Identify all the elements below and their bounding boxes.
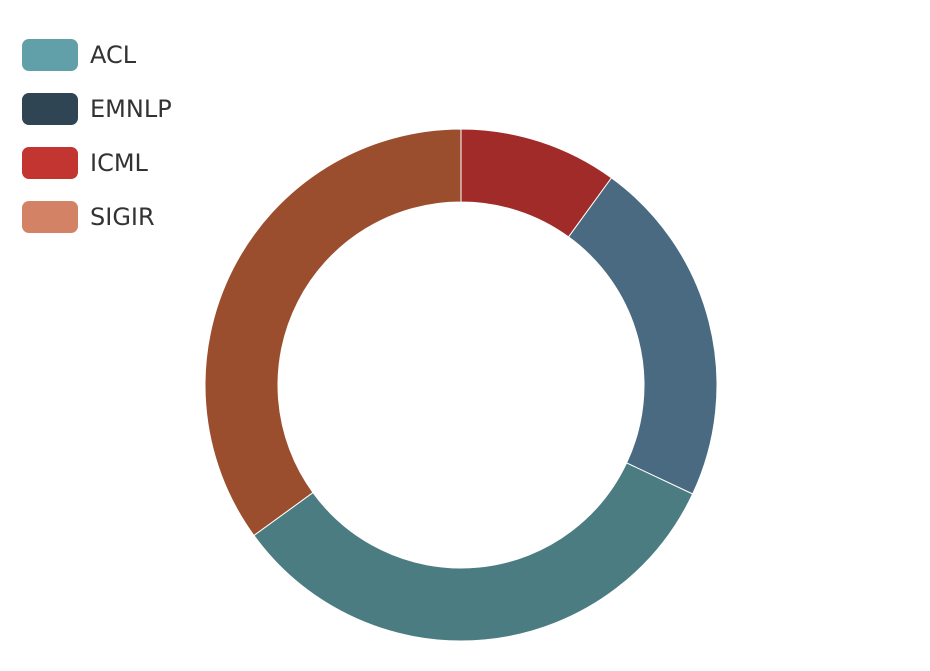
legend-item-sigir[interactable]: SIGIR (22, 190, 172, 244)
legend-label-emnlp: EMNLP (90, 95, 172, 123)
legend-label-icml: ICML (90, 149, 148, 177)
legend-item-acl[interactable]: ACL (22, 28, 172, 82)
donut-slice-emnlp[interactable] (567, 177, 718, 495)
legend-label-acl: ACL (90, 41, 137, 69)
legend-swatch-sigir (22, 201, 78, 233)
legend-swatch-icml (22, 147, 78, 179)
legend-swatch-acl (22, 39, 78, 71)
legend-swatch-emnlp (22, 93, 78, 125)
chart-legend: ACL EMNLP ICML SIGIR (22, 28, 172, 244)
legend-item-emnlp[interactable]: EMNLP (22, 82, 172, 136)
legend-item-icml[interactable]: ICML (22, 136, 172, 190)
legend-label-sigir: SIGIR (90, 203, 155, 231)
donut-slice-acl[interactable] (253, 462, 694, 642)
donut-slice-sigir[interactable] (204, 128, 462, 537)
